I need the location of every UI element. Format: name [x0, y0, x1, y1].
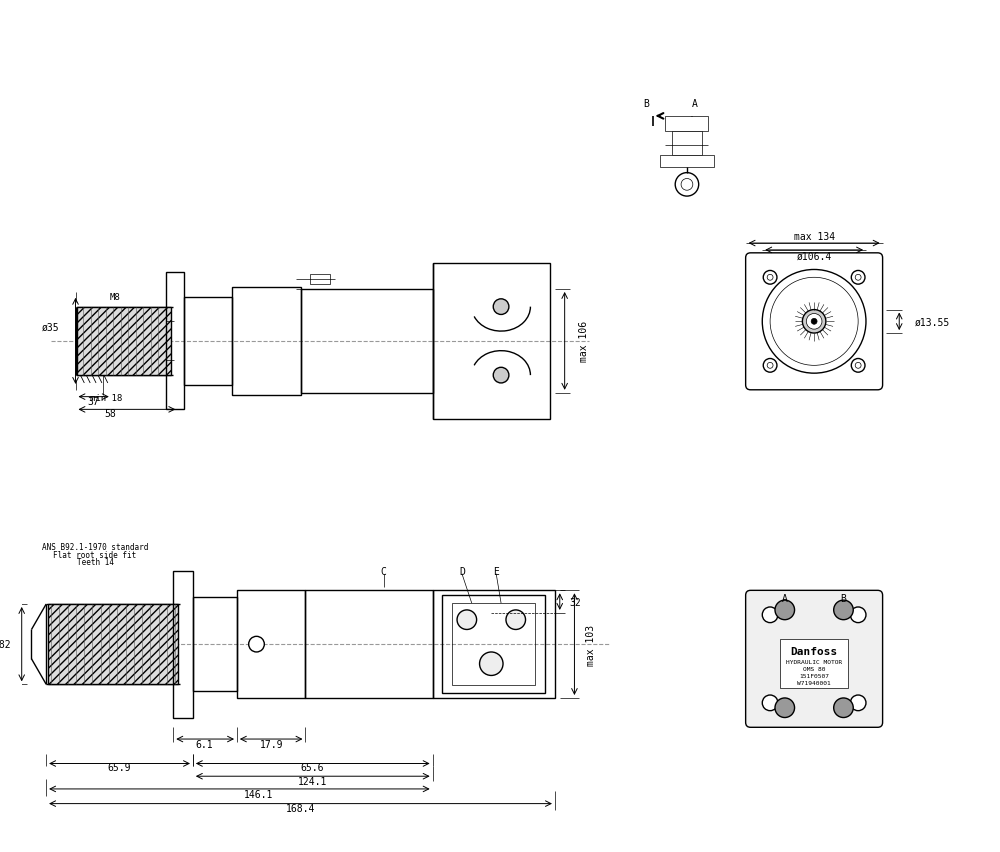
Bar — [48, 604, 178, 684]
Circle shape — [851, 359, 865, 372]
Bar — [672, 131, 702, 156]
Text: D: D — [459, 566, 465, 576]
Circle shape — [775, 601, 795, 620]
Text: 168.4: 168.4 — [286, 803, 315, 814]
Circle shape — [457, 610, 477, 630]
Circle shape — [480, 653, 503, 676]
Bar — [310, 275, 330, 285]
Bar — [665, 117, 708, 131]
Text: 65.9: 65.9 — [108, 763, 131, 773]
Text: M8: M8 — [109, 293, 120, 302]
Text: B: B — [841, 594, 846, 603]
Circle shape — [850, 607, 866, 623]
Circle shape — [811, 319, 817, 325]
Circle shape — [802, 310, 826, 334]
Bar — [173, 571, 193, 717]
Text: B: B — [643, 99, 649, 109]
Bar — [452, 603, 535, 685]
Text: W71940001: W71940001 — [797, 680, 831, 685]
Text: 151F0507: 151F0507 — [799, 673, 829, 678]
Bar — [442, 596, 545, 694]
Text: OMS 80: OMS 80 — [803, 666, 825, 671]
Bar — [433, 263, 550, 420]
Text: max 134: max 134 — [794, 232, 835, 242]
Text: ø35: ø35 — [42, 322, 60, 331]
Circle shape — [762, 607, 778, 623]
Text: Flat root side fit: Flat root side fit — [53, 550, 137, 559]
Circle shape — [493, 299, 509, 315]
Text: A: A — [692, 99, 698, 109]
Circle shape — [834, 601, 853, 620]
Text: 6.1: 6.1 — [196, 739, 213, 749]
Circle shape — [675, 174, 699, 197]
FancyBboxPatch shape — [746, 254, 883, 390]
Circle shape — [775, 698, 795, 717]
Circle shape — [506, 610, 526, 630]
Circle shape — [851, 271, 865, 285]
Text: A: A — [782, 594, 788, 603]
Circle shape — [762, 695, 778, 711]
Circle shape — [763, 359, 777, 372]
Text: ø106.4: ø106.4 — [797, 251, 832, 262]
Bar — [660, 156, 714, 168]
Text: ANS B92.1-1970 standard: ANS B92.1-1970 standard — [42, 542, 148, 551]
Bar — [780, 640, 848, 688]
Text: 37: 37 — [87, 396, 99, 406]
Text: min 18: min 18 — [90, 394, 122, 403]
Circle shape — [493, 368, 509, 383]
Text: Danfoss: Danfoss — [791, 646, 838, 656]
Bar — [232, 288, 301, 395]
Circle shape — [806, 314, 822, 330]
Bar — [301, 290, 433, 394]
Circle shape — [249, 636, 264, 653]
FancyBboxPatch shape — [746, 590, 883, 728]
Circle shape — [850, 695, 866, 711]
Bar — [193, 597, 237, 691]
Bar — [237, 590, 305, 698]
Text: HYDRAULIC MOTOR: HYDRAULIC MOTOR — [786, 659, 842, 665]
Bar — [77, 308, 171, 376]
Circle shape — [762, 270, 866, 374]
Text: 65.6: 65.6 — [301, 763, 324, 773]
Text: C: C — [381, 566, 387, 576]
Text: 58: 58 — [104, 409, 116, 419]
Bar — [184, 297, 232, 385]
Circle shape — [763, 271, 777, 285]
Text: ø13.55: ø13.55 — [915, 317, 950, 327]
Text: max 106: max 106 — [579, 321, 589, 362]
Text: E: E — [493, 566, 499, 576]
Text: 124.1: 124.1 — [298, 776, 327, 786]
Text: Teeth 14: Teeth 14 — [77, 558, 114, 567]
Bar — [305, 590, 433, 698]
Bar — [166, 273, 184, 410]
Circle shape — [834, 698, 853, 717]
Text: 146.1: 146.1 — [244, 789, 273, 799]
Text: max 103: max 103 — [586, 624, 596, 665]
Polygon shape — [31, 604, 46, 684]
Text: ø82: ø82 — [0, 639, 11, 649]
Text: 17.9: 17.9 — [259, 739, 283, 749]
Bar — [433, 590, 555, 698]
Text: 32: 32 — [570, 597, 581, 607]
